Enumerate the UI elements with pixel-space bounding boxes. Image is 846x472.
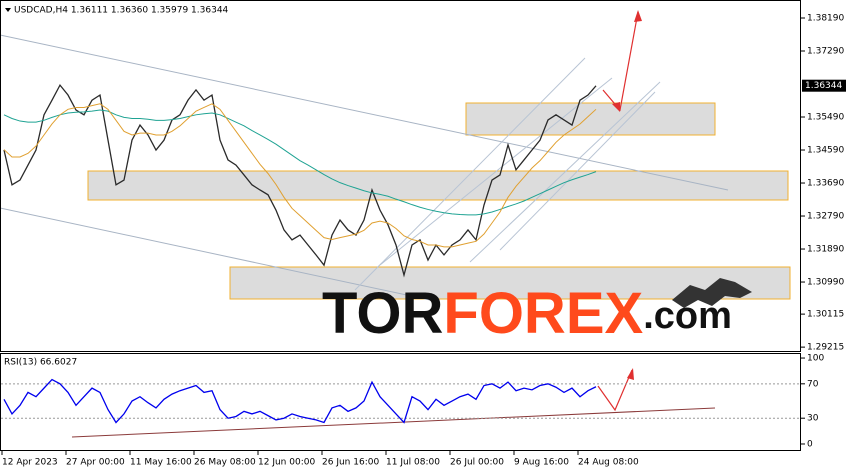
price-tag — [802, 79, 846, 92]
price-tag-label: 1.36344 — [805, 81, 842, 91]
y-tick-label: 0 — [807, 439, 813, 449]
x-tick-label: 12 Apr 2023 — [2, 458, 58, 468]
channel-line — [499, 91, 656, 251]
header: USDCAD,H4 1.36111 1.36360 1.35979 1.3634… — [14, 6, 229, 16]
x-tick-label: 9 Aug 16:00 — [514, 458, 569, 468]
support-zone — [87, 170, 789, 201]
y-tick-label: 1.31890 — [807, 245, 844, 255]
resistance-zone — [465, 102, 716, 136]
y-tick-label: 1.34590 — [807, 146, 844, 156]
y-tick-label: 1.32790 — [807, 212, 844, 222]
y-tick-label: 70 — [807, 379, 819, 389]
bull-logo — [672, 278, 752, 308]
y-tick-label: 1.29215 — [807, 343, 844, 353]
x-tick-label: 27 Apr 00:00 — [66, 458, 125, 468]
watermark-part: FOREX — [443, 281, 643, 346]
arrow-head — [612, 102, 620, 112]
rsi-title: RSI(13) 66.6027 — [4, 358, 77, 368]
x-tick-label: 26 Jun 16:00 — [322, 458, 379, 468]
arrow-head — [627, 368, 634, 380]
x-tick-label: 12 Jun 00:00 — [258, 458, 315, 468]
y-tick-label: 1.38190 — [807, 14, 844, 24]
x-tick-label: 26 Jul 00:00 — [450, 458, 504, 468]
series-line — [3, 378, 597, 424]
x-tick-label: 11 May 16:00 — [130, 458, 192, 468]
x-tick-label: 11 Jul 08:00 — [386, 458, 440, 468]
y-tick-label: 100 — [807, 354, 824, 364]
y-tick-label: 1.30115 — [807, 310, 844, 320]
menu-icon[interactable] — [5, 8, 11, 12]
channel-line — [469, 81, 661, 263]
series-line — [3, 103, 597, 248]
y-tick-label: 1.35490 — [807, 113, 844, 123]
price-panel — [0, 0, 801, 352]
channel-line — [0, 34, 729, 191]
watermark-part: TOR — [322, 281, 443, 346]
y-tick-label: 1.33690 — [807, 179, 844, 189]
channel-line — [354, 57, 586, 291]
rsi-panel — [0, 353, 801, 451]
rsi-trendline — [71, 407, 716, 438]
series-line — [3, 109, 597, 216]
arrow-head — [634, 10, 642, 22]
x-tick-label: 24 Aug 08:00 — [578, 458, 639, 468]
channel-line — [0, 207, 431, 301]
y-tick-label: 1.30990 — [807, 278, 844, 288]
y-tick-label: 30 — [807, 414, 819, 424]
y-tick-label: 1.37290 — [807, 47, 844, 57]
channel-line — [379, 77, 613, 266]
x-tick-label: 26 May 08:00 — [194, 458, 256, 468]
